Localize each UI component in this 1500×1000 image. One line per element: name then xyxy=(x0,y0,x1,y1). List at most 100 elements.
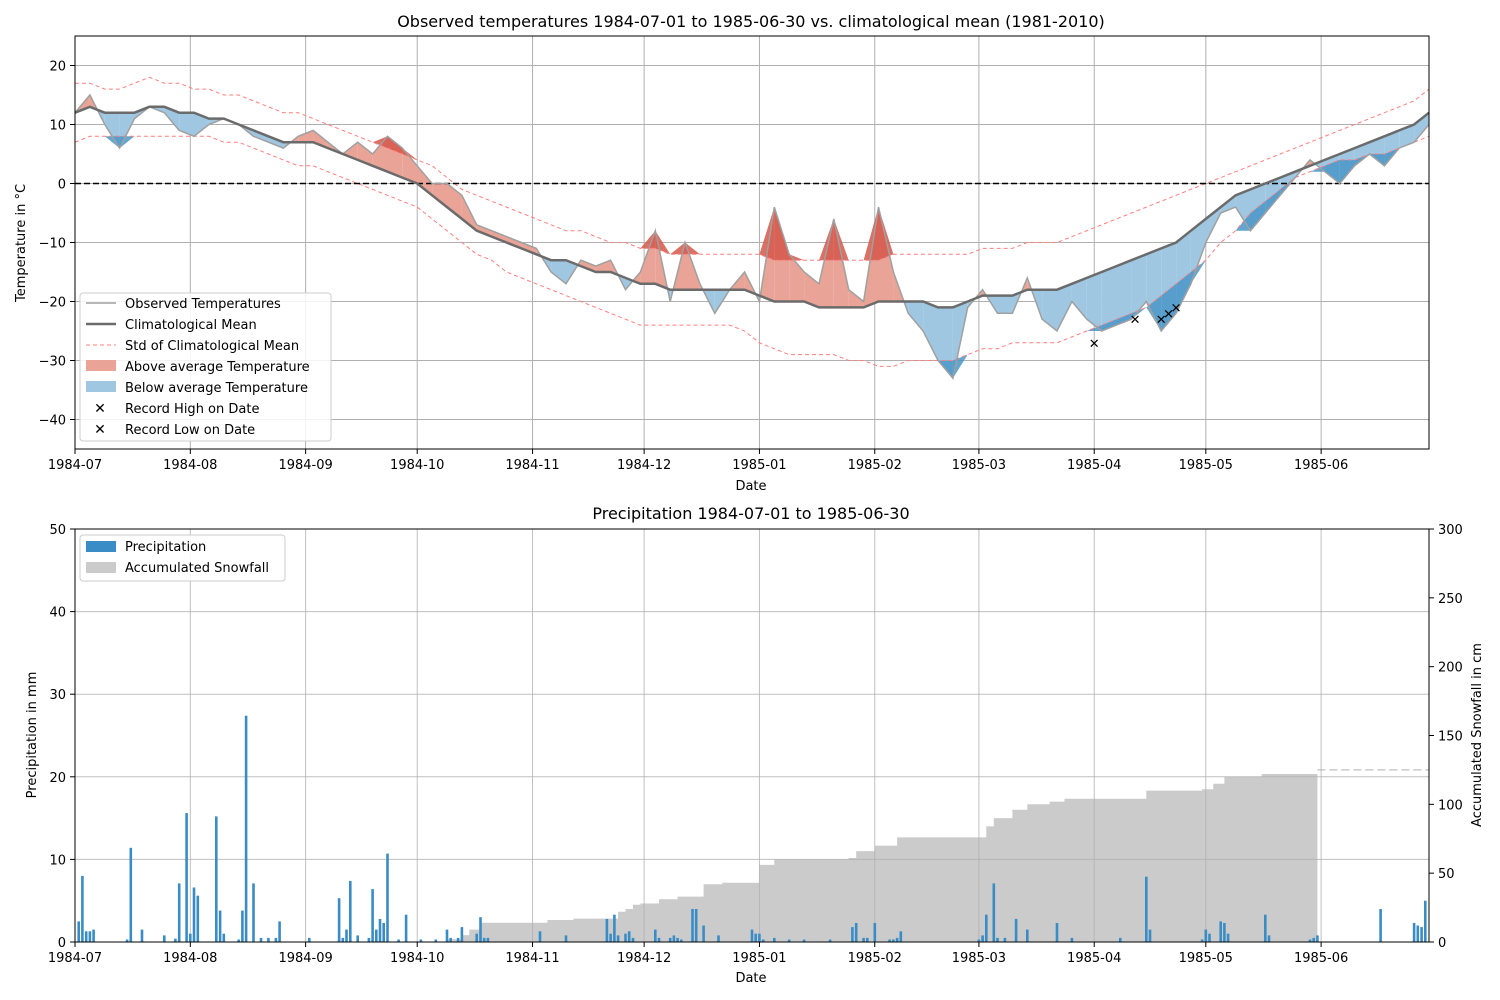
legend-label-precip: Precipitation xyxy=(125,540,206,555)
precipitation-bar xyxy=(375,929,378,942)
precipitation-bar xyxy=(1026,929,1029,942)
x-tick-label: 1985-06 xyxy=(1294,458,1348,473)
precipitation-bar xyxy=(1420,927,1423,942)
precipitation-bar xyxy=(404,914,408,942)
y2-tick-label: 100 xyxy=(1438,798,1463,813)
precipitation-legend: Precipitation Accumulated Snowfall xyxy=(79,534,286,582)
precipitation-bar xyxy=(177,883,181,942)
below-average-area xyxy=(253,130,269,143)
precipitation-bar xyxy=(977,939,981,942)
precipitation-bar xyxy=(1316,935,1319,942)
precipitation-bar xyxy=(761,939,765,942)
legend-swatch-snow xyxy=(86,562,116,573)
precipitation-bar xyxy=(828,939,832,942)
precipitation-bar xyxy=(84,931,88,942)
record-low-marker: ✕ xyxy=(1163,307,1174,322)
precipitation-bar xyxy=(851,927,854,942)
precipitation-bar xyxy=(367,937,371,942)
precipitation-bar xyxy=(278,921,281,942)
precipitation-bar xyxy=(854,923,858,942)
y2-tick-label: 150 xyxy=(1438,730,1463,745)
precipitation-bar xyxy=(218,910,222,942)
y-tick-label: 20 xyxy=(49,771,66,786)
precipitation-bar xyxy=(605,918,609,942)
above-average-area xyxy=(476,224,492,237)
above-average-area xyxy=(417,165,433,196)
legend-swatch-precip xyxy=(86,541,116,552)
below-average-area xyxy=(1101,266,1117,331)
x-tick-label: 1984-12 xyxy=(617,951,671,966)
precipitation-bar xyxy=(1416,925,1420,942)
extreme-above-area xyxy=(372,136,388,149)
precipitation-bar xyxy=(668,937,672,942)
precipitation-chart-title: Precipitation 1984-07-01 to 1985-06-30 xyxy=(592,504,909,523)
temperature-lines xyxy=(74,76,1430,380)
record-markers: ✕✕ ✕✕✕ xyxy=(1089,301,1182,351)
precipitation-bar xyxy=(1312,937,1315,942)
record-low-marker: ✕ xyxy=(1089,337,1100,352)
precipitation-bar xyxy=(888,939,891,942)
precipitation-bar xyxy=(237,939,240,942)
precipitation-bar xyxy=(892,939,895,942)
y-tick-label: −20 xyxy=(39,296,66,311)
above-average-area xyxy=(595,260,611,272)
precipitation-chart: Precipitation 1984-07-01 to 1985-06-30 1… xyxy=(25,504,1485,986)
extreme-below-area xyxy=(1339,159,1355,184)
x-tick-label: 1984-11 xyxy=(505,458,559,473)
below-average-area xyxy=(179,112,194,137)
y2-tick-label: 250 xyxy=(1438,592,1463,607)
y-tick-label: 10 xyxy=(49,853,66,868)
legend-label-record-high: Record High on Date xyxy=(125,402,259,417)
precipitation-bar xyxy=(624,933,627,942)
precipitation-bar xyxy=(802,939,806,942)
precipitation-bar xyxy=(397,939,400,942)
extreme-below-area xyxy=(1176,272,1191,314)
observed-line xyxy=(74,93,1430,380)
y-tick-label: 10 xyxy=(49,119,66,134)
x-tick-label: 1984-12 xyxy=(617,458,671,473)
precipitation-bar xyxy=(787,939,791,942)
legend-label-snow: Accumulated Snowfall xyxy=(125,561,269,576)
precipitation-bar xyxy=(382,923,385,942)
extreme-below-area xyxy=(1190,260,1206,284)
y-tick-label: 0 xyxy=(58,936,66,951)
legend-label-observed: Observed Temperatures xyxy=(125,297,281,312)
x-tick-label: 1984-10 xyxy=(390,458,444,473)
precipitation-bar xyxy=(125,939,129,942)
precipitation-bar xyxy=(717,935,720,942)
temperature-legend: Observed Temperatures Climatological Mea… xyxy=(79,292,332,442)
x-tick-label: 1985-05 xyxy=(1179,951,1233,966)
precipitation-bar xyxy=(185,813,188,942)
std-upper-line xyxy=(75,76,1430,261)
above-average-area xyxy=(432,183,447,208)
extreme-above-area xyxy=(402,148,418,160)
precipitation-bar xyxy=(140,929,144,942)
legend-label-record-low: Record Low on Date xyxy=(125,423,255,438)
record-low-marker: ✕ xyxy=(1156,313,1167,328)
legend-box-2 xyxy=(79,534,286,582)
accumulated-snowfall-area xyxy=(417,772,1318,942)
extreme-below-area xyxy=(1250,201,1266,231)
record-low-marker: ✕ xyxy=(1171,301,1182,316)
temperature-y-ticks: 20 10 0 −10 −20 −30 −40 xyxy=(39,60,75,429)
precipitation-bar xyxy=(676,937,679,942)
precipitation-bar xyxy=(654,929,657,942)
precipitation-bar xyxy=(196,895,200,942)
precipitation-bar xyxy=(174,938,177,942)
y-tick-label: 50 xyxy=(49,523,66,538)
legend-label-above: Above average Temperature xyxy=(125,360,310,375)
precipitation-x-ticks: 1984-07 1984-08 1984-09 1984-10 1984-11 1984-… xyxy=(48,942,1348,966)
y-tick-label: 40 xyxy=(49,606,66,621)
x-tick-label: 1984-08 xyxy=(163,951,217,966)
precipitation-y-ticks: 0 10 20 30 40 50 xyxy=(49,523,75,951)
below-average-area xyxy=(1086,272,1102,331)
below-average-area xyxy=(1131,254,1147,320)
precipitation-bar xyxy=(609,933,612,942)
x-tick-label: 1985-05 xyxy=(1179,458,1233,473)
below-average-area xyxy=(551,260,566,284)
below-average-area xyxy=(268,136,284,149)
above-average-area xyxy=(313,130,328,149)
legend-label-mean: Climatological Mean xyxy=(125,318,257,333)
above-average-area xyxy=(789,254,805,302)
